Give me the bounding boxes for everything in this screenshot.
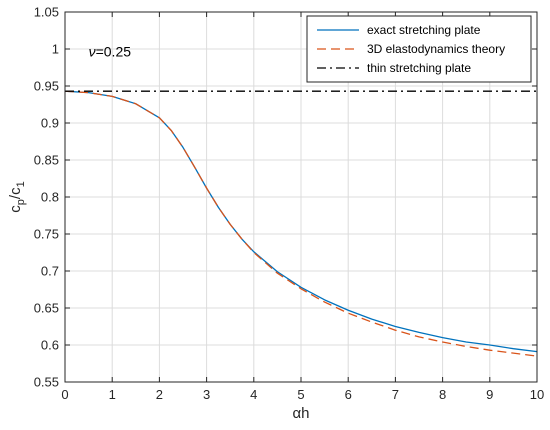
y-tick-label: 0.6	[41, 338, 59, 353]
x-tick-label: 9	[486, 387, 493, 402]
legend-label-1: 3D elastodynamics theory	[367, 42, 505, 56]
annotation-symbol: ν	[89, 43, 96, 59]
x-tick-label: 1	[109, 387, 116, 402]
x-tick-label: 5	[297, 387, 304, 402]
x-tick-label: 0	[61, 387, 68, 402]
legend-box	[306, 15, 532, 83]
x-tick-label: 10	[530, 387, 544, 402]
y-tick-label: 0.65	[34, 301, 59, 316]
y-tick-label: 0.8	[41, 190, 59, 205]
y-tick-label: 0.95	[34, 79, 59, 94]
x-tick-label: 4	[250, 387, 257, 402]
x-tick-label: 8	[439, 387, 446, 402]
annotation-text: =0.25	[96, 43, 132, 59]
x-axis-title-rest: h	[301, 405, 309, 422]
y-axis-title-main: c	[7, 205, 24, 213]
y-tick-label: 0.9	[41, 116, 59, 131]
legend: exact stretching plate 3D elastodynamics …	[306, 15, 532, 83]
y-tick-label: 1	[52, 42, 59, 57]
x-tick-label: 7	[392, 387, 399, 402]
x-tick-label: 2	[156, 387, 163, 402]
x-axis-title-symbol: α	[292, 405, 301, 422]
y-axis-title-sub2: 1	[15, 181, 27, 187]
plot-lines	[64, 90, 538, 357]
y-tick-label: 0.85	[34, 153, 59, 168]
y-tick-label: 0.75	[34, 227, 59, 242]
y-axis-title-slash: /c	[7, 187, 24, 199]
y-tick-label: 1.05	[34, 5, 59, 20]
x-tick-label: 6	[345, 387, 352, 402]
y-tick-label: 0.7	[41, 264, 59, 279]
series-line-1	[64, 90, 538, 357]
y-axis-title-sub1: p	[15, 199, 27, 205]
y-tick-label: 0.55	[34, 375, 59, 390]
poisson-ratio-annotation: ν=0.25	[89, 43, 132, 59]
tick-labels: 0 1 2 3 4 5 6 7 8 9 10 0.55 0.6 0.65 0.7 0.75 0.8 0.85 0.9…	[34, 5, 545, 403]
legend-label-0: exact stretching plate	[367, 23, 481, 37]
x-tick-label: 3	[203, 387, 210, 402]
x-axis-title: αh	[292, 405, 309, 422]
y-axis-title: cp/c1	[7, 181, 27, 212]
legend-label-2: thin stretching plate	[367, 61, 471, 75]
